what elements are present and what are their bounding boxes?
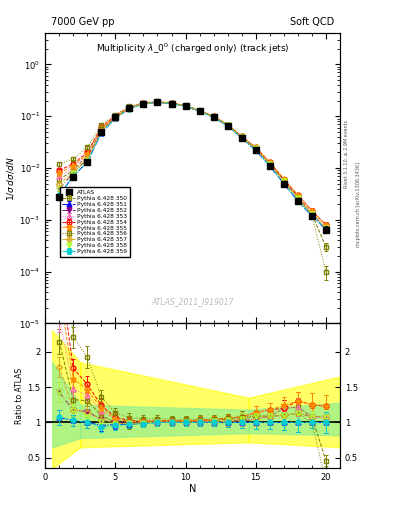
Text: mcplots.cern.ch [arXiv:1306.3436]: mcplots.cern.ch [arXiv:1306.3436] xyxy=(356,162,361,247)
Text: Rivet 3.1.10, ≥ 2.9M events: Rivet 3.1.10, ≥ 2.9M events xyxy=(344,119,349,188)
Text: Soft QCD: Soft QCD xyxy=(290,17,334,28)
Text: ATLAS_2011_I919017: ATLAS_2011_I919017 xyxy=(151,297,234,306)
Y-axis label: $1/\sigma\,d\sigma/dN$: $1/\sigma\,d\sigma/dN$ xyxy=(6,156,17,201)
X-axis label: N: N xyxy=(189,484,196,494)
Legend: ATLAS, Pythia 6.428 350, Pythia 6.428 351, Pythia 6.428 352, Pythia 6.428 353, P: ATLAS, Pythia 6.428 350, Pythia 6.428 35… xyxy=(60,187,130,257)
Y-axis label: Ratio to ATLAS: Ratio to ATLAS xyxy=(15,368,24,424)
Text: 7000 GeV pp: 7000 GeV pp xyxy=(51,17,115,28)
Text: Multiplicity $\lambda\_0^0$ (charged only) (track jets): Multiplicity $\lambda\_0^0$ (charged onl… xyxy=(96,42,289,56)
